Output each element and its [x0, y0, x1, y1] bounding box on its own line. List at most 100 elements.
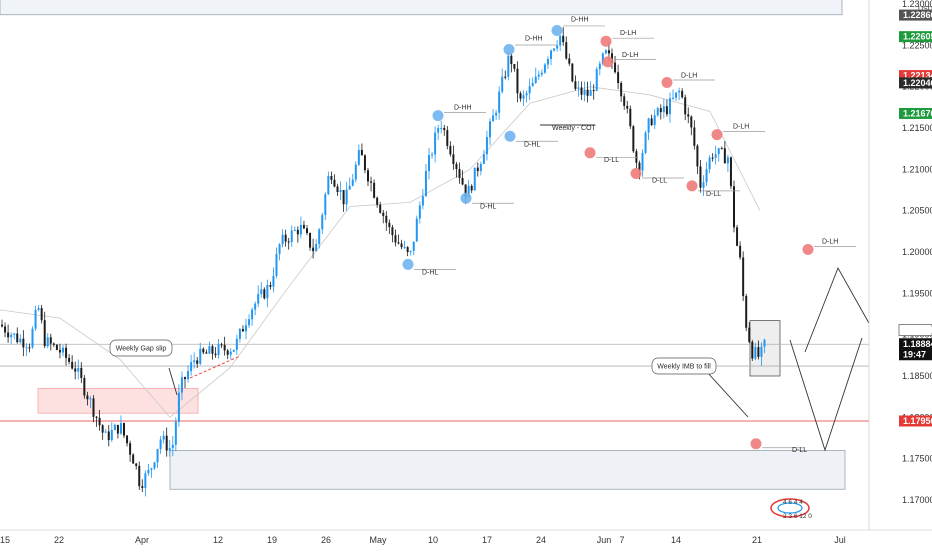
candle-body	[525, 93, 528, 96]
candle-body	[37, 308, 40, 310]
price-tick-label: 1.21000	[902, 164, 932, 174]
candle-body	[360, 149, 363, 156]
logo-ellipse-inner	[777, 502, 803, 514]
candle-body	[184, 377, 186, 380]
candle-body	[723, 148, 726, 164]
candle-body	[199, 348, 202, 364]
candle-body	[376, 197, 379, 205]
swing-marker-label: D-LH	[681, 73, 697, 80]
candle-body	[171, 444, 174, 449]
candle-body	[705, 169, 708, 183]
candle-body	[363, 155, 366, 171]
candle-body	[415, 218, 418, 242]
candle-body	[71, 361, 74, 369]
swing-marker-label: D-LL	[604, 157, 619, 164]
candle-body	[13, 333, 16, 335]
annotation-text: Weekly Gap slip	[116, 346, 167, 353]
candle-body	[736, 227, 739, 246]
swing-marker-d-ll	[750, 438, 762, 450]
candle-body	[302, 224, 305, 229]
candle-body	[403, 247, 406, 249]
candle-body	[281, 234, 284, 245]
candle-body	[476, 167, 479, 172]
candle-body	[507, 55, 510, 77]
candle-body	[543, 64, 546, 73]
candle-body	[254, 303, 257, 310]
candle-body	[321, 214, 324, 230]
candle-body	[299, 224, 302, 235]
candle-body	[607, 50, 610, 54]
price-label-text: 1.19056	[903, 325, 932, 335]
candle-body	[132, 454, 135, 464]
swing-marker-label: D-HH	[525, 35, 543, 42]
candle-body	[574, 81, 577, 89]
annotations-layer: Weekly Gap slip Weekly IMB to fill Weekly …	[109, 125, 717, 375]
candle-body	[559, 35, 562, 46]
time-tick-label: Jul	[834, 535, 846, 545]
candle-body	[717, 148, 720, 155]
candle-body	[394, 235, 397, 243]
candle-body	[19, 338, 22, 343]
price-axis[interactable]: 1.170001.175001.180001.185001.190001.195…	[868, 0, 932, 530]
candle-body	[385, 215, 388, 223]
swing-marker-d-ll	[686, 180, 698, 192]
candle-body	[129, 443, 132, 455]
time-axis[interactable]: 15 22 Apr 12 19 26 May 10 17 24 Jun 7 14 21 Jul	[0, 529, 932, 545]
candle-body	[296, 229, 299, 235]
candle-body	[431, 154, 434, 156]
candle-body	[684, 97, 687, 115]
candle-body	[52, 343, 55, 345]
candle-body	[318, 229, 321, 244]
candle-body	[498, 91, 501, 113]
swing-marker-label: D-LL	[792, 447, 807, 454]
candle-body	[617, 72, 620, 83]
annotation-box	[651, 357, 717, 375]
candle-body	[379, 204, 382, 213]
annotation-box	[109, 339, 173, 357]
swing-marker-label: D-HL	[524, 141, 540, 148]
swing-marker-d-lh	[802, 244, 814, 256]
candle-body	[583, 89, 586, 95]
annotation-text: Weekly - COT	[552, 125, 597, 132]
candle-body	[351, 179, 354, 186]
arrow-gap-slip	[168, 367, 178, 396]
time-tick-label: 10	[428, 535, 438, 545]
price-label-subtext: 19:47	[903, 349, 926, 359]
candle-body	[40, 308, 43, 321]
price-label-text: 1.22046	[903, 78, 932, 88]
time-tick-label: 21	[752, 535, 762, 545]
price-label-text: 1.18884	[903, 339, 932, 349]
price-label-box	[899, 70, 932, 82]
candle-body	[470, 185, 473, 191]
candle-body	[245, 325, 247, 332]
candle-body	[339, 190, 342, 192]
candle-body	[46, 337, 49, 347]
candle-body	[266, 285, 269, 299]
candle-body	[135, 463, 138, 466]
candle-body	[595, 69, 598, 91]
swing-marker-d-ll	[584, 147, 596, 159]
candle-body	[729, 157, 732, 187]
price-label-box	[898, 324, 932, 336]
candle-body	[641, 152, 644, 171]
candle-body	[586, 89, 589, 96]
candle-body	[269, 285, 272, 287]
candle-body	[516, 68, 519, 94]
candle-body	[257, 293, 260, 304]
price-label-text: 1.22866	[903, 10, 932, 20]
candle-body	[650, 118, 653, 126]
candle-body	[238, 328, 241, 339]
candle-body	[306, 228, 308, 233]
candle-body	[562, 35, 565, 43]
candle-body	[25, 347, 28, 349]
candle-body	[428, 155, 430, 171]
candle-body	[528, 86, 531, 94]
candle-body	[678, 90, 681, 93]
candle-body	[467, 185, 470, 198]
swing-marker-label: D-LH	[622, 52, 638, 59]
candle-body	[367, 170, 369, 182]
swing-marker-d-lh	[661, 77, 673, 89]
candle-body	[226, 350, 229, 355]
